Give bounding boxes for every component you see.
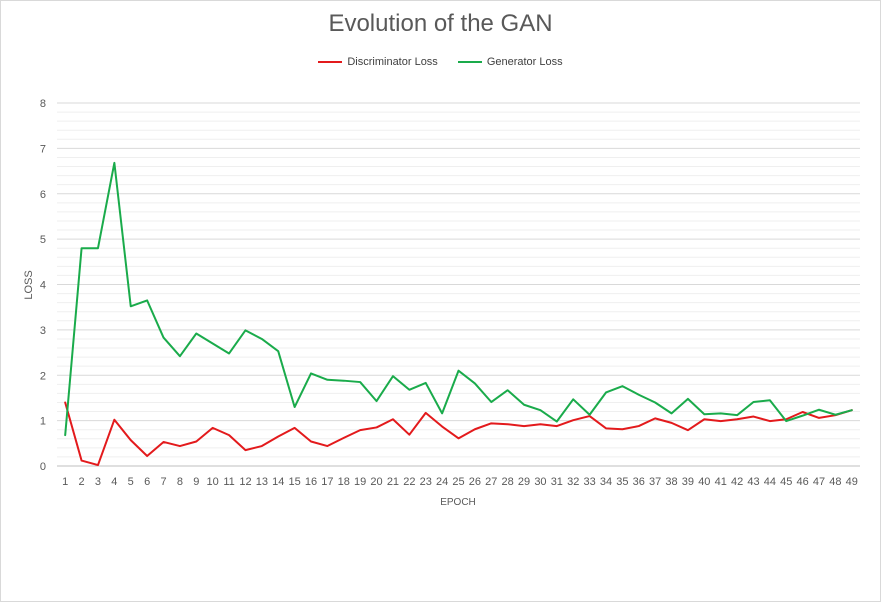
x-tick-label: 14 bbox=[272, 476, 284, 488]
x-tick-label: 40 bbox=[698, 476, 710, 488]
x-tick-label: 35 bbox=[616, 476, 628, 488]
x-tick-label: 8 bbox=[177, 476, 183, 488]
y-tick-label: 8 bbox=[40, 98, 46, 110]
chart-title: Evolution of the GAN bbox=[328, 10, 553, 37]
y-tick-label: 2 bbox=[40, 370, 46, 382]
x-tick-label: 49 bbox=[846, 476, 858, 488]
y-tick-label: 7 bbox=[40, 143, 46, 155]
x-tick-label: 23 bbox=[420, 476, 432, 488]
x-tick-label: 25 bbox=[452, 476, 464, 488]
legend-item-generator: Generator Loss bbox=[457, 56, 563, 68]
legend-item-discriminator: Discriminator Loss bbox=[318, 56, 438, 68]
x-tick-label: 19 bbox=[354, 476, 366, 488]
y-tick-label: 3 bbox=[40, 325, 46, 337]
x-tick-label: 2 bbox=[79, 476, 85, 488]
x-tick-label: 42 bbox=[731, 476, 743, 488]
x-tick-label: 24 bbox=[436, 476, 448, 488]
y-tick-labels: 0 1 2 3 4 5 6 7 8 bbox=[40, 98, 46, 473]
series-lines bbox=[64, 161, 853, 467]
x-tick-label: 43 bbox=[747, 476, 759, 488]
x-axis-title: EPOCH bbox=[440, 497, 476, 508]
x-tick-label: 6 bbox=[144, 476, 150, 488]
x-tick-label: 33 bbox=[583, 476, 595, 488]
x-tick-label: 32 bbox=[567, 476, 579, 488]
y-tick-label: 6 bbox=[40, 189, 46, 201]
x-tick-label: 17 bbox=[321, 476, 333, 488]
legend-swatch-discriminator bbox=[318, 61, 343, 63]
legend-label-discriminator: Discriminator Loss bbox=[347, 56, 438, 68]
x-tick-label: 15 bbox=[288, 476, 300, 488]
x-tick-label: 31 bbox=[551, 476, 563, 488]
x-tick-label: 3 bbox=[95, 476, 101, 488]
x-tick-label: 12 bbox=[239, 476, 251, 488]
x-tick-label: 47 bbox=[813, 476, 825, 488]
y-axis-title: LOSS bbox=[23, 270, 35, 299]
legend-label-generator: Generator Loss bbox=[486, 56, 563, 68]
x-tick-label: 37 bbox=[649, 476, 661, 488]
x-tick-label: 4 bbox=[111, 476, 117, 488]
x-tick-label: 45 bbox=[780, 476, 792, 488]
y-tick-label: 1 bbox=[40, 416, 46, 428]
x-tick-label: 1 bbox=[62, 476, 68, 488]
x-tick-label: 16 bbox=[305, 476, 317, 488]
x-tick-label: 7 bbox=[160, 476, 166, 488]
y-tick-label: 4 bbox=[40, 280, 46, 292]
x-tick-label: 48 bbox=[829, 476, 841, 488]
x-tick-label: 46 bbox=[797, 476, 809, 488]
x-tick-label: 36 bbox=[633, 476, 645, 488]
x-tick-label: 30 bbox=[534, 476, 546, 488]
y-tick-label: 0 bbox=[40, 461, 46, 473]
x-tick-label: 28 bbox=[502, 476, 514, 488]
x-tick-label: 10 bbox=[207, 476, 219, 488]
legend: Discriminator Loss Generator Loss bbox=[0, 56, 881, 68]
series-line-generator-loss bbox=[64, 161, 853, 437]
x-tick-label: 26 bbox=[469, 476, 481, 488]
x-tick-label: 18 bbox=[338, 476, 350, 488]
x-tick-label: 9 bbox=[193, 476, 199, 488]
legend-swatch-generator bbox=[457, 61, 482, 63]
x-tick-label: 20 bbox=[370, 476, 382, 488]
x-tick-label: 11 bbox=[223, 476, 234, 488]
x-tick-label: 27 bbox=[485, 476, 497, 488]
x-tick-label: 22 bbox=[403, 476, 415, 488]
x-tick-labels: 1 2 3 4 5 6 7 8 9 10 11 12 13 14 15 16 17 18 19 20 21 22 23 24 2… bbox=[62, 476, 858, 488]
x-tick-label: 21 bbox=[387, 476, 399, 488]
x-tick-label: 41 bbox=[715, 476, 727, 488]
x-tick-label: 5 bbox=[128, 476, 134, 488]
x-tick-label: 34 bbox=[600, 476, 612, 488]
x-tick-label: 13 bbox=[256, 476, 268, 488]
x-tick-label: 44 bbox=[764, 476, 776, 488]
y-tick-label: 5 bbox=[40, 234, 46, 246]
x-tick-label: 39 bbox=[682, 476, 694, 488]
x-tick-label: 29 bbox=[518, 476, 530, 488]
x-tick-label: 38 bbox=[665, 476, 677, 488]
series-line-discriminator-loss bbox=[64, 401, 853, 467]
